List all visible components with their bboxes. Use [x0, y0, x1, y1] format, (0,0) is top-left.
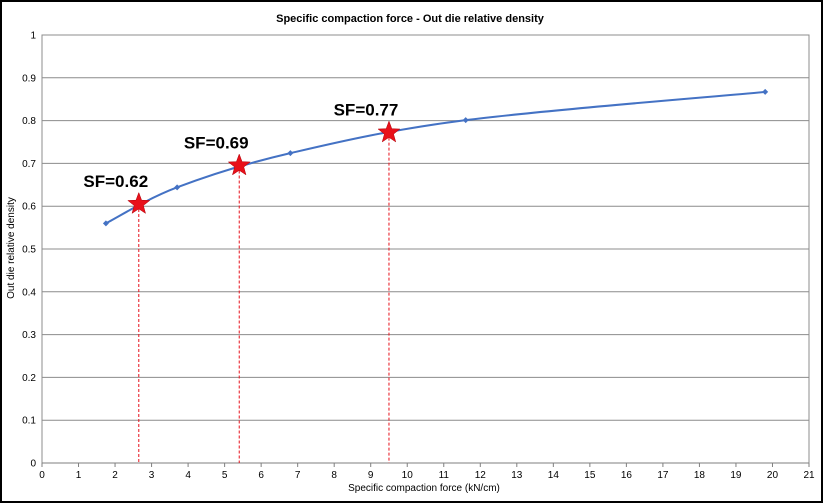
- annotations: SF=0.62 SF=0.69 SF=0.77: [83, 101, 401, 214]
- series-line: [105, 90, 766, 225]
- x-tick-label: 15: [584, 470, 596, 481]
- y-tick-label: 0.9: [22, 73, 36, 84]
- data-point: [102, 220, 109, 227]
- x-tick-label: 7: [295, 470, 301, 481]
- x-tick-label: 1: [76, 470, 82, 481]
- y-tick-label: 0.1: [22, 416, 36, 427]
- x-tick-label: 2: [112, 470, 118, 481]
- annotation-label: SF=0.62: [83, 172, 148, 191]
- series: [102, 88, 769, 227]
- y-tick-label: 0.7: [22, 159, 36, 170]
- y-axis-label: Out die relative density: [6, 197, 17, 299]
- drop-lines: [138, 132, 390, 463]
- data-point: [462, 117, 469, 124]
- x-tick-label: 10: [402, 470, 414, 481]
- y-tick-label: 0.5: [22, 245, 36, 256]
- x-tick-label: 12: [475, 470, 487, 481]
- data-point: [174, 184, 181, 191]
- annotation-label: SF=0.69: [184, 134, 249, 153]
- star-marker: [377, 120, 401, 143]
- x-tick-label: 4: [185, 470, 191, 481]
- x-tick-label: 14: [548, 470, 560, 481]
- x-tick-label: 19: [730, 470, 742, 481]
- data-point: [287, 150, 294, 157]
- x-tick-label: 13: [511, 470, 523, 481]
- star-marker: [127, 191, 151, 214]
- x-tick-label: 16: [621, 470, 633, 481]
- x-axis-label: Specific compaction force (kN/cm): [348, 483, 500, 494]
- x-tick-labels: 0 1 2 3 4 5 6 7 8 9 10 11 12 13 14 15 16 17 18 19 20 21: [39, 470, 815, 481]
- x-tick-label: 9: [368, 470, 374, 481]
- y-tick-labels: 0 0.1 0.2 0.3 0.4 0.5 0.6 0.7 0.8 0.9 1: [22, 31, 36, 470]
- x-tick-label: 0: [39, 470, 45, 481]
- x-tick-label: 11: [439, 470, 450, 481]
- chart-title: Specific compaction force - Out die rela…: [276, 13, 545, 25]
- star-marker: [227, 153, 251, 176]
- x-tick-label: 6: [258, 470, 264, 481]
- y-tick-label: 0.3: [22, 330, 36, 341]
- y-tick-label: 0.4: [22, 287, 36, 298]
- x-tick-label: 8: [331, 470, 337, 481]
- x-tick-label: 17: [657, 470, 669, 481]
- y-tick-label: 0.6: [22, 202, 36, 213]
- y-tick-label: 1: [30, 31, 36, 42]
- x-tick-label: 5: [222, 470, 228, 481]
- annotation-label: SF=0.77: [334, 101, 399, 120]
- y-tick-label: 0.8: [22, 116, 36, 127]
- y-tick-label: 0: [30, 459, 36, 470]
- data-point: [762, 88, 769, 95]
- x-tick-label: 3: [149, 470, 155, 481]
- y-tick-label: 0.2: [22, 373, 36, 384]
- x-tick-label: 21: [803, 470, 815, 481]
- x-tick-label: 20: [767, 470, 779, 481]
- axes: [41, 34, 810, 467]
- grid-lines: [42, 34, 809, 421]
- x-tick-label: 18: [694, 470, 706, 481]
